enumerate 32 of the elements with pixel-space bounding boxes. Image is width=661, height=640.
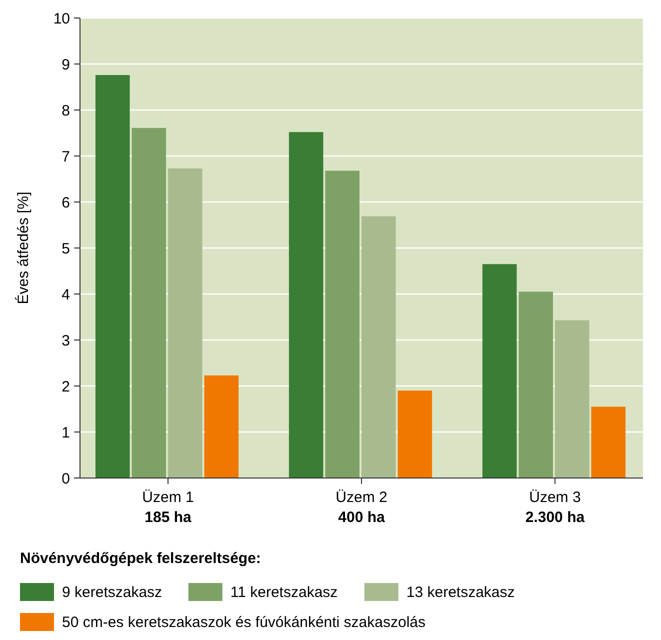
legend-label: 11 keretszakasz — [230, 584, 338, 601]
y-tick-label: 5 — [62, 240, 70, 258]
bar — [204, 375, 239, 478]
y-tick-label: 7 — [62, 148, 70, 166]
bar — [95, 75, 130, 478]
bar — [325, 170, 360, 478]
y-tick-label: 6 — [62, 194, 70, 212]
bar — [132, 128, 166, 478]
legend-label: 50 cm-es keretszakaszok és fúvókánkénti szakaszolás — [62, 614, 426, 631]
legend-title: Növényvédőgépek felszereltsége: — [20, 550, 261, 567]
x-tick-label: Üzem 2 400 ha — [336, 489, 388, 526]
y-tick-label: 4 — [62, 286, 70, 304]
bar — [591, 406, 626, 478]
legend-label: 13 keretszakasz — [406, 584, 515, 601]
y-tick-label: 8 — [62, 102, 70, 120]
y-tick-label: 9 — [62, 56, 70, 74]
bar — [554, 320, 590, 478]
x-tick-label: Üzem 3 2.300 ha — [525, 489, 586, 526]
y-tick-label: 1 — [62, 424, 70, 442]
y-tick-label: 10 — [53, 10, 70, 28]
x-tick-label: Üzem 1 185 ha — [142, 489, 194, 526]
y-tick-label: 2 — [62, 378, 70, 396]
legend-label: 9 keretszakasz — [62, 584, 162, 601]
bar — [288, 132, 324, 478]
y-axis-title: Éves átfedés [%] — [14, 192, 32, 304]
y-tick-label: 0 — [62, 470, 70, 488]
bar — [518, 292, 553, 478]
bar — [362, 216, 396, 478]
bar — [398, 390, 432, 478]
bar — [168, 168, 202, 478]
y-tick-label: 3 — [62, 332, 70, 350]
bar — [482, 264, 517, 478]
